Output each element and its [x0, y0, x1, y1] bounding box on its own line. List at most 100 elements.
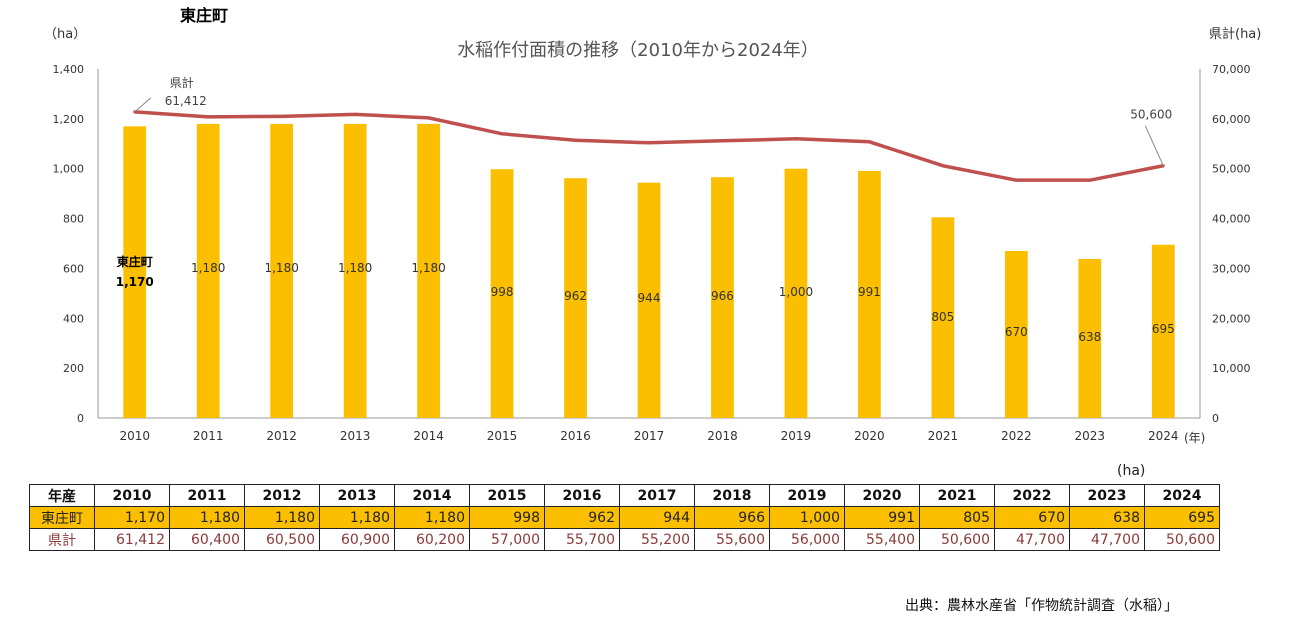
x-tick-label: 2011 [193, 429, 224, 443]
table-cell: 1,180 [244, 506, 320, 529]
bar-2017 [637, 182, 661, 418]
right-tick-label: 70,000 [1212, 63, 1251, 76]
table-year-header: 2011 [169, 484, 245, 507]
x-tick-label: 2020 [854, 429, 885, 443]
table-cell: 805 [919, 506, 995, 529]
left-tick-label: 0 [77, 412, 84, 425]
left-tick-label: 400 [63, 312, 84, 325]
table-cell: 55,400 [844, 528, 920, 551]
row-label: 東庄町 [29, 506, 95, 529]
table-cell: 55,600 [694, 528, 770, 551]
prefecture-point [500, 132, 504, 136]
x-tick-label: 2019 [781, 429, 812, 443]
bar-value-label: 1,180 [264, 261, 298, 275]
x-tick-label: 2016 [560, 429, 591, 443]
x-tick-label: 2012 [266, 429, 297, 443]
table-cell: 50,600 [1144, 528, 1220, 551]
table-year-header: 2018 [694, 484, 770, 507]
table-cell: 60,400 [169, 528, 245, 551]
table-header-row: 年産 2010 2011 2012 2013 2014 2015 2016 2017 2018 2… [29, 484, 1220, 507]
table-cell: 60,200 [394, 528, 470, 551]
bar-2023 [1078, 258, 1102, 418]
table-cell: 47,700 [994, 528, 1070, 551]
bar-2014 [417, 123, 440, 418]
right-tick-label: 20,000 [1212, 312, 1251, 325]
table-year-header: 2024 [1144, 484, 1220, 507]
table-cell: 60,900 [319, 528, 395, 551]
table-cell: 56,000 [769, 528, 845, 551]
bar-value-label: 991 [858, 285, 881, 299]
table-cell: 695 [1144, 506, 1220, 529]
x-tick-label: 2014 [413, 429, 444, 443]
row-label: 県計 [29, 528, 95, 551]
prefecture-point [1088, 178, 1092, 182]
bar-value-label: 1,000 [779, 285, 813, 299]
chart-svg: 0 200 400 600 800 1,000 1,200 1,400 0 10,000 20,00… [44, 26, 1261, 445]
table-cell: 1,180 [394, 506, 470, 529]
town-name: 東庄町 [180, 6, 229, 25]
bar-value-label: 966 [711, 289, 734, 303]
table-year-header: 2012 [244, 484, 320, 507]
chart-title: 水稲作付面積の推移（2010年から2024年） [457, 40, 819, 61]
x-tick-label: 2022 [1001, 429, 1032, 443]
table-year-header: 2021 [919, 484, 995, 507]
bar-value-label: 805 [931, 310, 954, 324]
table-year-header: 2013 [319, 484, 395, 507]
table-year-header: 2019 [769, 484, 845, 507]
prefecture-point [941, 164, 945, 168]
right-axis-title: 県計(ha) [1209, 26, 1261, 42]
bar-value-label: 638 [1078, 330, 1101, 344]
left-tick-label: 1,000 [53, 163, 85, 176]
x-tick-label: 2023 [1075, 429, 1106, 443]
prefecture-point [206, 115, 210, 119]
bar-value-label: 670 [1005, 325, 1028, 339]
first-callout-line [134, 97, 152, 113]
table-cell: 61,412 [94, 528, 170, 551]
table-cell: 47,700 [1069, 528, 1145, 551]
right-tick-label: 50,000 [1212, 163, 1251, 176]
data-table: 年産 2010 2011 2012 2013 2014 2015 2016 2017 2018 2… [29, 484, 1220, 551]
bar-2013 [343, 123, 367, 418]
table-year-header: 2015 [469, 484, 545, 507]
table-cell: 998 [469, 506, 545, 529]
table-cell: 1,170 [94, 506, 170, 529]
right-tick-label: 40,000 [1212, 213, 1251, 226]
prefecture-point [574, 138, 578, 142]
table-year-header: 2022 [994, 484, 1070, 507]
bar-2015 [490, 169, 514, 418]
left-tick-label: 200 [63, 362, 84, 375]
bar-2022 [1004, 250, 1028, 418]
table-cell: 991 [844, 506, 920, 529]
table-cell: 638 [1069, 506, 1145, 529]
x-tick-label: 2017 [634, 429, 665, 443]
table-cell: 60,500 [244, 528, 320, 551]
bar-value-label: 1,180 [191, 261, 225, 275]
bar-2019 [784, 168, 808, 418]
table-cell: 962 [544, 506, 620, 529]
x-tick-label: 2013 [340, 429, 371, 443]
table-cell: 944 [619, 506, 695, 529]
left-axis-title: （ha） [44, 27, 86, 42]
bar-first-value-label: 1,170 [116, 275, 154, 289]
bar-value-label: 695 [1152, 322, 1175, 336]
x-tick-label: 2021 [928, 429, 959, 443]
table-year-header: 2016 [544, 484, 620, 507]
bar-2020 [858, 170, 881, 418]
left-tick-label: 600 [63, 262, 84, 275]
table-cell: 670 [994, 506, 1070, 529]
bar-2018 [711, 177, 734, 418]
bar-value-label: 944 [638, 291, 661, 305]
x-tick-label: 2015 [487, 429, 518, 443]
last-callout-line [1144, 125, 1164, 166]
table-year-header: 2010 [94, 484, 170, 507]
first-callout-value: 61,412 [165, 94, 207, 108]
bar-2021 [931, 217, 955, 418]
bar-2010 [123, 126, 147, 418]
table-unit: (ha) [1117, 463, 1146, 479]
prefecture-point [647, 141, 651, 145]
table-cell: 1,180 [319, 506, 395, 529]
table-year-header: 2023 [1069, 484, 1145, 507]
right-tick-label: 60,000 [1212, 113, 1251, 126]
bar-value-label: 1,180 [411, 261, 445, 275]
right-tick-label: 0 [1212, 412, 1219, 425]
